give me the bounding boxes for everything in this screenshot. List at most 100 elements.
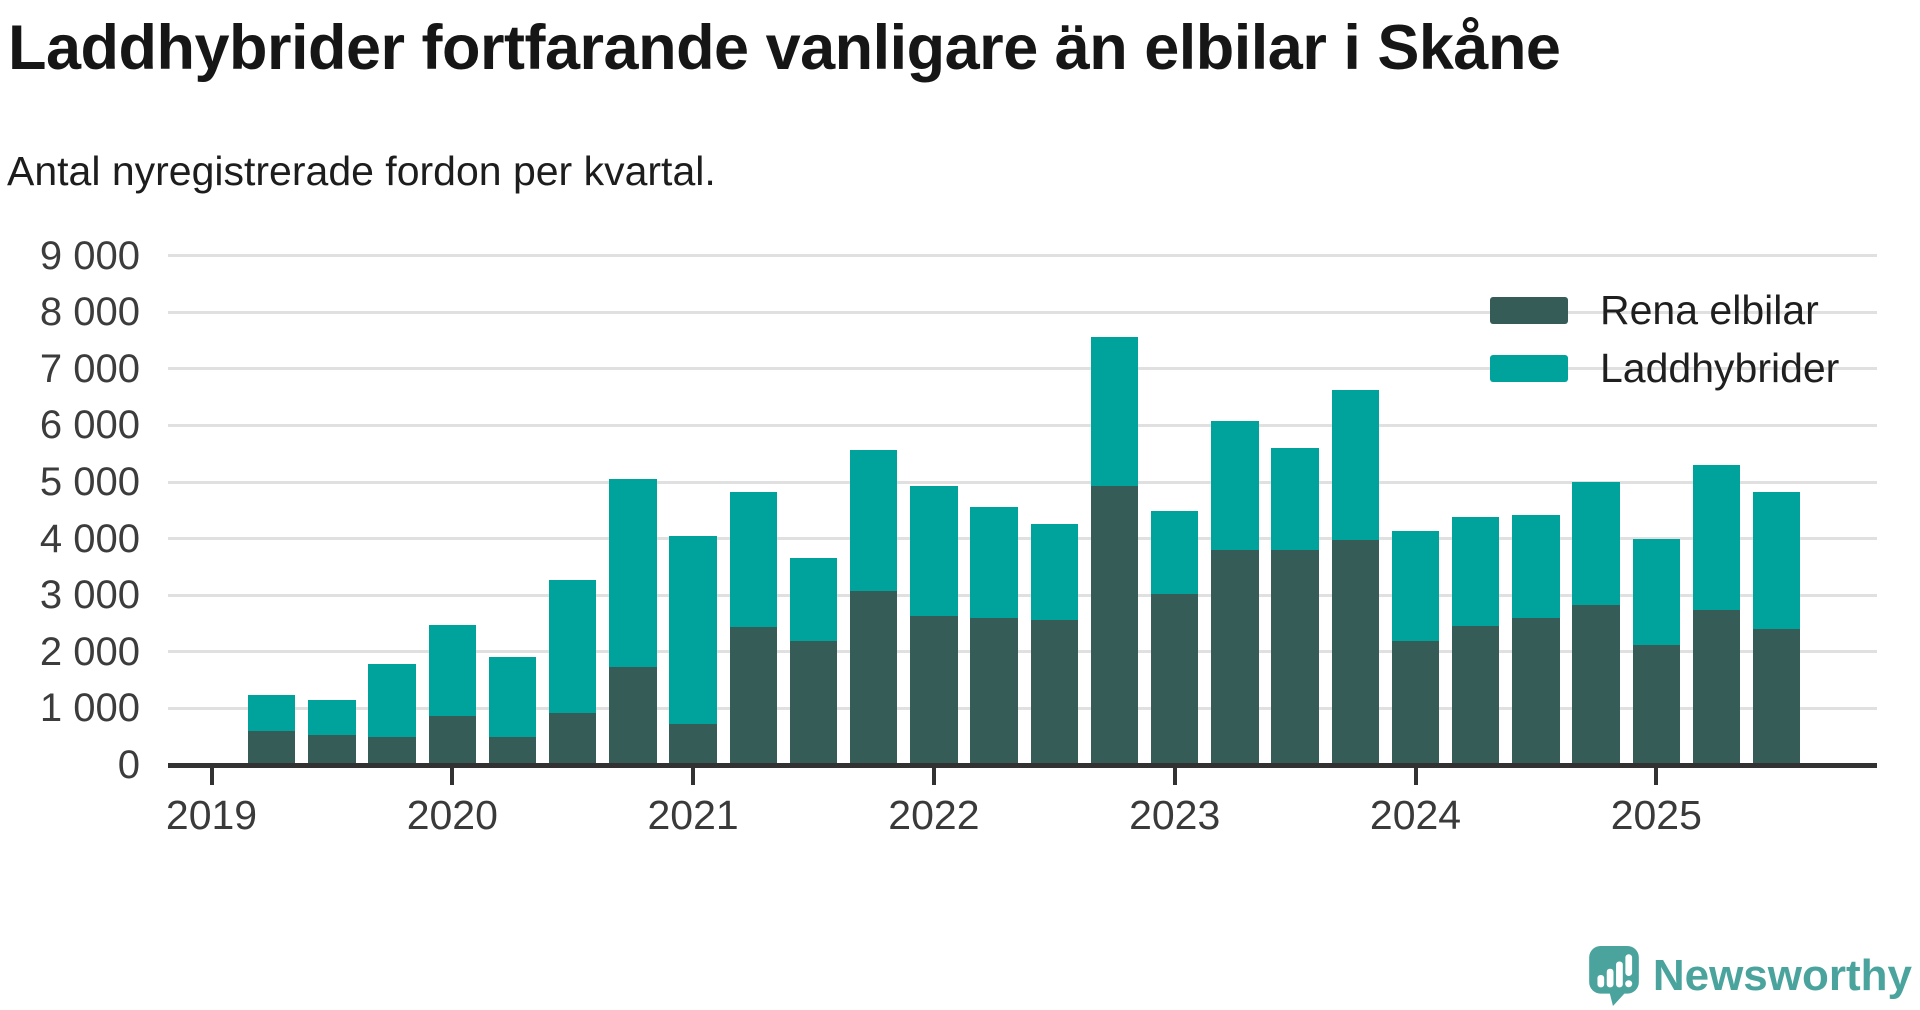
x-axis-label-2022: 2022 (888, 792, 980, 838)
x-axis-label-2023: 2023 (1129, 792, 1221, 838)
legend: Rena elbilar Laddhybrider (1490, 287, 1839, 391)
bar-2025-Q2-laddhybrider (1692, 465, 1741, 610)
x-axis-label-2019: 2019 (165, 792, 258, 838)
bar-2024-Q2-rena-elbilar (1451, 625, 1500, 765)
y-axis-label-4000: 4 000 (39, 516, 140, 561)
gridline-4000 (168, 537, 1877, 541)
bar-2022-Q4-laddhybrider (1090, 337, 1139, 486)
bar-2020-Q2-laddhybrider (488, 656, 537, 738)
bar-2024-Q4-rena-elbilar (1572, 605, 1620, 765)
bar-2022-Q3-rena-elbilar (1030, 620, 1079, 765)
logo-bar-2 (1606, 968, 1614, 988)
bar-2019-Q3-rena-elbilar (308, 735, 356, 765)
bar-2020-Q3-rena-elbilar (548, 713, 597, 765)
bar-2025-Q3-laddhybrider (1752, 492, 1801, 630)
bar-2019-Q4-laddhybrider (368, 663, 416, 738)
bar-2023-Q1-rena-elbilar (1150, 594, 1199, 765)
bar-2023-Q2-laddhybrider (1211, 420, 1259, 550)
x-axis-label-2024: 2024 (1369, 792, 1462, 838)
logo-exclamation-dot (1625, 980, 1633, 988)
y-axis-label-2000: 2 000 (39, 629, 140, 674)
newsworthy-logo-icon (1589, 946, 1639, 1006)
gridline-1000 (168, 706, 1877, 710)
bar-2023-Q2-rena-elbilar (1211, 549, 1259, 765)
bar-2021-Q4-rena-elbilar (849, 591, 898, 765)
gridline-5000 (168, 480, 1877, 484)
logo-bar-3 (1615, 961, 1623, 988)
y-axis-label-6000: 6 000 (39, 403, 140, 448)
x-axis-tick-2024 (1413, 768, 1418, 785)
bar-2021-Q1-laddhybrider (669, 536, 717, 725)
bar-2021-Q3-laddhybrider (789, 558, 838, 642)
y-axis-label-8000: 8 000 (39, 290, 140, 335)
bar-2024-Q3-rena-elbilar (1512, 617, 1560, 765)
gridline-7000 (168, 367, 1877, 371)
bar-2025-Q1-rena-elbilar (1632, 645, 1681, 765)
x-axis-line (168, 763, 1877, 768)
bar-2019-Q2-laddhybrider (247, 694, 296, 732)
logo-exclamation-bar (1625, 954, 1632, 976)
x-axis-tick-2022 (931, 768, 936, 785)
y-axis-label-7000: 7 000 (39, 346, 140, 391)
bar-2022-Q4-rena-elbilar (1090, 485, 1139, 765)
legend-label-laddhybrider: Laddhybrider (1600, 344, 1840, 391)
bar-2022-Q1-rena-elbilar (910, 616, 958, 765)
gridline-6000 (168, 423, 1877, 427)
bar-2021-Q1-rena-elbilar (669, 724, 717, 765)
y-axis-label-1000: 1 000 (39, 686, 140, 731)
bar-2020-Q3-laddhybrider (548, 580, 597, 714)
y-axis-label-0: 0 (117, 743, 140, 787)
bar-2023-Q3-rena-elbilar (1271, 550, 1319, 765)
bar-2024-Q3-laddhybrider (1512, 515, 1560, 618)
bar-2020-Q1-laddhybrider (428, 624, 477, 717)
bar-2025-Q2-rena-elbilar (1692, 609, 1741, 765)
bar-2022-Q2-laddhybrider (970, 507, 1018, 618)
bar-2021-Q2-laddhybrider (729, 492, 778, 627)
x-axis-label-2025: 2025 (1610, 792, 1702, 838)
gridline-8000 (168, 310, 1877, 314)
bar-2020-Q4-rena-elbilar (609, 666, 657, 765)
gridline-2000 (168, 650, 1877, 654)
bar-2024-Q1-rena-elbilar (1391, 641, 1440, 765)
bar-2021-Q3-rena-elbilar (789, 641, 838, 765)
x-axis-label-2021: 2021 (647, 792, 739, 838)
bar-2019-Q2-rena-elbilar (247, 731, 296, 765)
logo-bar-1 (1597, 974, 1605, 988)
bar-2024-Q4-laddhybrider (1572, 482, 1620, 606)
gridline-9000 (168, 254, 1877, 258)
bar-2024-Q2-laddhybrider (1451, 516, 1500, 626)
x-axis-label-2020: 2020 (406, 792, 498, 838)
legend-item-rena-elbilar: Rena elbilar (1490, 287, 1839, 333)
bar-2022-Q2-rena-elbilar (970, 617, 1018, 765)
bar-2020-Q1-rena-elbilar (428, 716, 477, 765)
bar-2020-Q4-laddhybrider (609, 478, 657, 667)
bar-2021-Q2-rena-elbilar (729, 626, 778, 765)
bar-2020-Q2-rena-elbilar (488, 737, 537, 765)
chart-subtitle: Antal nyregistrerade fordon per kvartal. (7, 148, 716, 194)
bar-2019-Q3-laddhybrider (308, 700, 356, 735)
chart-title: Laddhybrider fortfarande vanligare än el… (8, 13, 1561, 83)
x-axis-tick-2019 (209, 768, 214, 785)
legend-swatch-rena-elbilar (1490, 296, 1568, 324)
bar-2022-Q3-laddhybrider (1030, 524, 1079, 621)
x-axis-tick-2020 (450, 768, 455, 785)
bar-2023-Q4-laddhybrider (1331, 389, 1380, 540)
newsworthy-logo-text: Newsworthy (1652, 951, 1912, 1000)
bar-2024-Q1-laddhybrider (1391, 530, 1440, 642)
gridline-3000 (168, 593, 1877, 597)
bar-2019-Q4-rena-elbilar (368, 737, 416, 765)
newsworthy-branding: Newsworthy (1589, 946, 1912, 1006)
x-axis-tick-2021 (691, 768, 696, 785)
bar-2022-Q1-laddhybrider (910, 485, 958, 617)
legend-item-laddhybrider: Laddhybrider (1490, 345, 1839, 391)
y-axis-label-3000: 3 000 (39, 573, 140, 618)
legend-label-rena-elbilar: Rena elbilar (1600, 286, 1819, 333)
x-axis-tick-2025 (1654, 768, 1659, 785)
x-axis-tick-2023 (1172, 768, 1177, 785)
y-axis-label-9000: 9 000 (39, 233, 140, 278)
bar-2021-Q4-laddhybrider (849, 450, 898, 592)
bar-2023-Q1-laddhybrider (1150, 510, 1199, 595)
y-axis-label-5000: 5 000 (39, 460, 140, 504)
bar-2025-Q1-laddhybrider (1632, 538, 1681, 645)
